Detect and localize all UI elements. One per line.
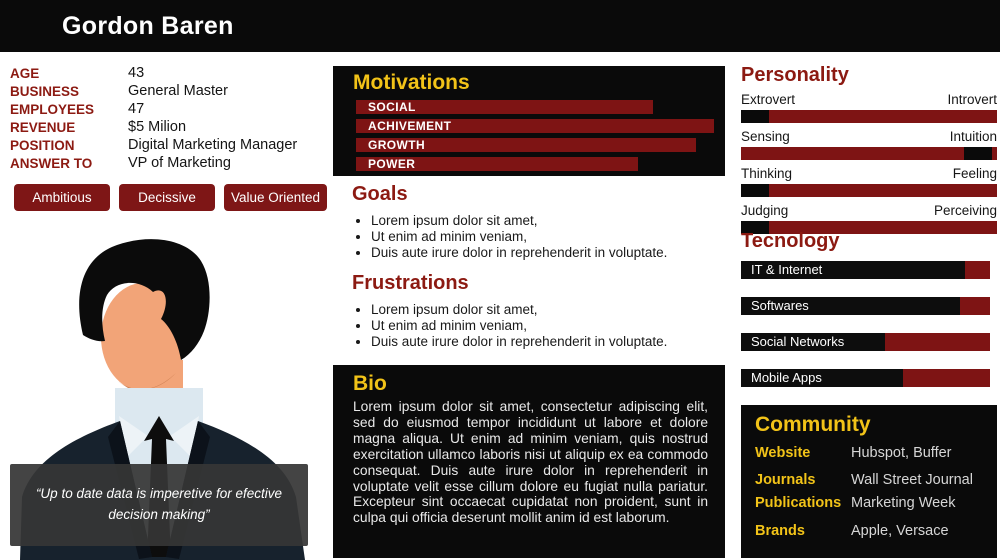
technology-bar: Mobile Apps [741, 369, 990, 387]
personality-right-label: Perceiving [933, 203, 997, 218]
personality-section: Personality Extrovert Introvert Sensing … [741, 64, 997, 239]
personality-title: Personality [741, 64, 849, 86]
quote-box: “Up to date data is imperetive for efect… [10, 464, 308, 546]
goals-title: Goals [352, 183, 408, 205]
attribute-value: $5 Milion [128, 119, 187, 135]
personality-handle [741, 110, 770, 123]
frustrations-section: Frustrations Lorem ipsum dolor sit amet,… [352, 272, 724, 351]
technology-bar: Softwares [741, 297, 990, 315]
motivation-bar-power: POWER [356, 157, 639, 171]
attribute-value: 43 [128, 65, 145, 81]
trait-badge-ambitious: Ambitious [14, 184, 110, 211]
attribute-value: General Master [128, 83, 228, 99]
technology-bar: IT & Internet [741, 261, 990, 279]
technology-bar-fill: Softwares [741, 297, 961, 315]
persona-header: Gordon Baren [0, 0, 1000, 52]
persona-name: Gordon Baren [62, 12, 234, 40]
attribute-list: AGE 43 BUSINESS General Master EMPLOYEES… [10, 65, 330, 172]
bio-panel: Bio Lorem ipsum dolor sit amet, consecte… [333, 365, 725, 558]
technology-bar-fill: Mobile Apps [741, 369, 903, 387]
community-row: Website Hubspot, Buffer [755, 445, 985, 461]
community-title: Community [755, 413, 871, 436]
personality-right-label: Intuition [949, 129, 997, 144]
motivations-title: Motivations [353, 71, 470, 94]
frustration-item: Duis aute irure dolor in reprehenderit i… [371, 334, 724, 350]
technology-bar-fill: Social Networks [741, 333, 886, 351]
personality-left-label: Judging [741, 203, 789, 218]
community-value: Apple, Versace [851, 523, 949, 539]
community-value: Wall Street Journal [851, 472, 973, 488]
personality-row: Sensing Intuition [741, 128, 997, 160]
personality-handle [963, 147, 992, 160]
frustrations-list: Lorem ipsum dolor sit amet, Ut enim ad m… [352, 302, 724, 351]
trait-badges: Ambitious Decissive Value Oriented [14, 184, 328, 211]
attribute-label: AGE [10, 66, 40, 81]
attribute-label: POSITION [10, 138, 75, 153]
community-row: Journals Wall Street Journal [755, 472, 985, 488]
frustration-item: Ut enim ad minim veniam, [371, 318, 724, 334]
personality-track [741, 221, 997, 234]
attribute-value: Digital Marketing Manager [128, 137, 298, 153]
goal-item: Duis aute irure dolor in reprehenderit i… [371, 245, 724, 261]
personality-track [741, 147, 997, 160]
attribute-label: ANSWER TO [10, 156, 93, 171]
attribute-label: EMPLOYEES [10, 102, 95, 117]
technology-bar-fill: IT & Internet [741, 261, 966, 279]
goals-section: Goals Lorem ipsum dolor sit amet, Ut eni… [352, 183, 724, 262]
personality-row: Thinking Feeling [741, 165, 997, 197]
motivation-bar-social: SOCIAL [356, 100, 653, 114]
personality-left-label: Thinking [741, 166, 793, 181]
frustration-item: Lorem ipsum dolor sit amet, [371, 302, 724, 318]
community-label: Publications [755, 495, 842, 511]
community-label: Brands [755, 523, 805, 539]
technology-bar: Social Networks [741, 333, 990, 351]
community-row: Brands Apple, Versace [755, 523, 985, 539]
community-value: Hubspot, Buffer [851, 445, 952, 461]
personality-handle [741, 221, 770, 234]
personality-handle [741, 184, 770, 197]
motivations-panel: Motivations SOCIAL ACHIVEMENT GROWTH POW… [333, 66, 725, 176]
personality-row: Extrovert Introvert [741, 91, 997, 123]
technology-section: Tecnology IT & Internet Softwares Social… [741, 230, 990, 387]
community-panel: Community Website Hubspot, Buffer Journa… [741, 405, 997, 558]
personality-right-label: Introvert [947, 92, 997, 107]
goal-item: Ut enim ad minim veniam, [371, 229, 724, 245]
bio-title: Bio [353, 372, 387, 395]
goals-list: Lorem ipsum dolor sit amet, Ut enim ad m… [352, 213, 724, 262]
personality-track [741, 184, 997, 197]
personality-track [741, 110, 997, 123]
motivation-bar-achivement: ACHIVEMENT [356, 119, 715, 133]
personality-left-label: Extrovert [741, 92, 796, 107]
attribute-value: 47 [128, 101, 145, 117]
attribute-value: VP of Marketing [128, 155, 231, 171]
attribute-label: BUSINESS [10, 84, 80, 99]
quote-text: “Up to date data is imperetive for efect… [35, 486, 283, 522]
motivation-bar-growth: GROWTH [356, 138, 697, 152]
personality-right-label: Feeling [952, 166, 997, 181]
bio-text: Lorem ipsum dolor sit amet, consectetur … [353, 399, 708, 526]
attribute-label: REVENUE [10, 120, 76, 135]
frustrations-title: Frustrations [352, 272, 469, 294]
trait-badge-value-oriented: Value Oriented [224, 184, 328, 211]
technology-title: Tecnology [741, 230, 840, 252]
goal-item: Lorem ipsum dolor sit amet, [371, 213, 724, 229]
personality-left-label: Sensing [741, 129, 790, 144]
trait-badge-decissive: Decissive [119, 184, 215, 211]
community-value: Marketing Week [851, 495, 956, 511]
personality-row: Judging Perceiving [741, 202, 997, 234]
community-row: Publications Marketing Week [755, 495, 985, 511]
community-label: Website [755, 445, 811, 461]
community-label: Journals [755, 472, 816, 488]
